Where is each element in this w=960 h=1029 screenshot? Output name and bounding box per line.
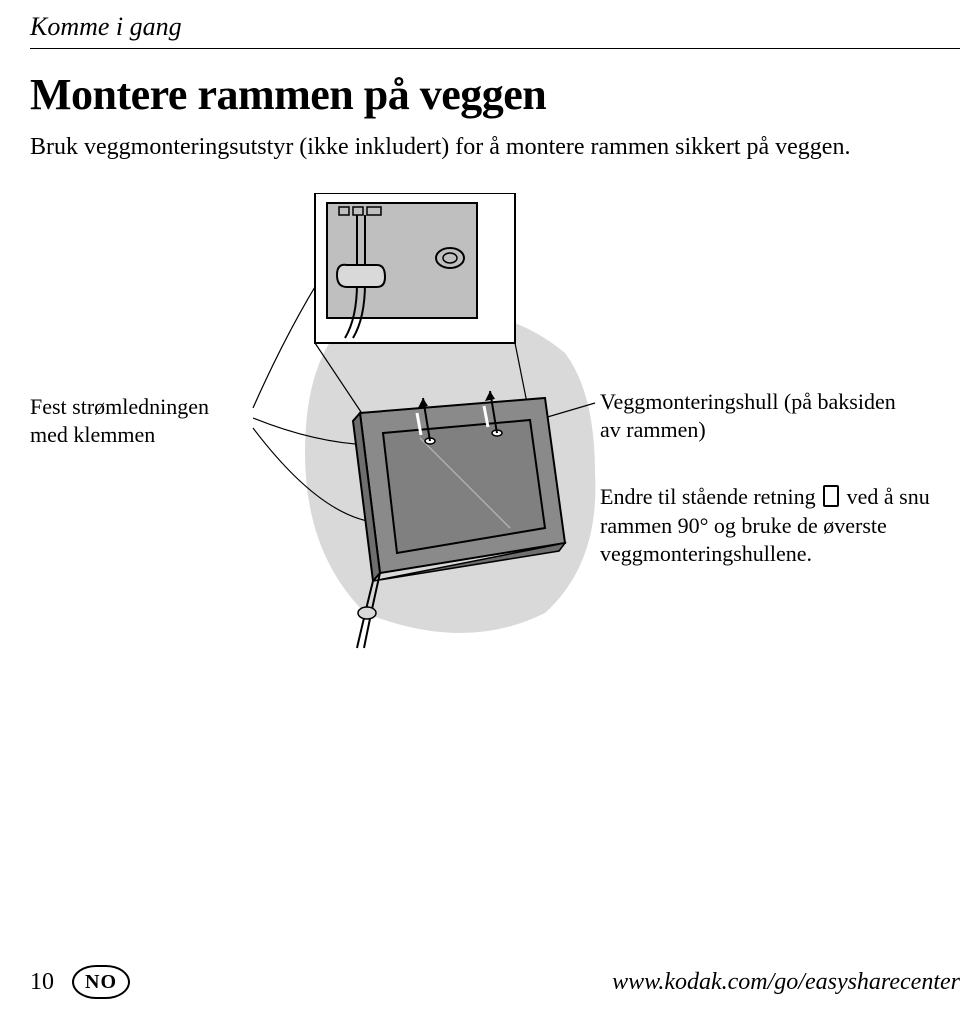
footer: 10 NO www.kodak.com/go/easysharecenter [30,965,960,999]
mounting-illustration [245,193,605,653]
section-header: Komme i gang [30,12,960,49]
callout-holes-line1: Veggmonteringshull (på baksiden [600,389,896,414]
callout-clip-line1: Fest strømledningen [30,394,209,419]
callout-orientation-line3: veggmonteringshullene. [600,541,812,566]
intro-text: Bruk veggmonteringsutstyr (ikke inkluder… [30,132,960,163]
language-badge: NO [72,965,130,999]
callout-orientation-pre: Endre til stående retning [600,484,816,509]
callout-clip-line2: med klemmen [30,422,155,447]
footer-url: www.kodak.com/go/easysharecenter [612,969,960,996]
diagram-area: Fest strømledningen med klemmen Veggmont… [30,193,960,673]
page-title: Montere rammen på veggen [30,69,960,120]
callout-orientation-line2: rammen 90° og bruke de øverste [600,513,887,538]
portrait-icon [823,485,839,507]
callout-holes-line2: av rammen) [600,417,706,442]
callout-orientation-post: ved å snu [847,484,930,509]
page-number: 10 [30,969,54,996]
callout-clip: Fest strømledningen med klemmen [30,393,250,448]
callout-holes: Veggmonteringshull (på baksiden av ramme… [600,388,960,443]
callout-orientation: Endre til stående retning ved å snu ramm… [600,483,960,569]
